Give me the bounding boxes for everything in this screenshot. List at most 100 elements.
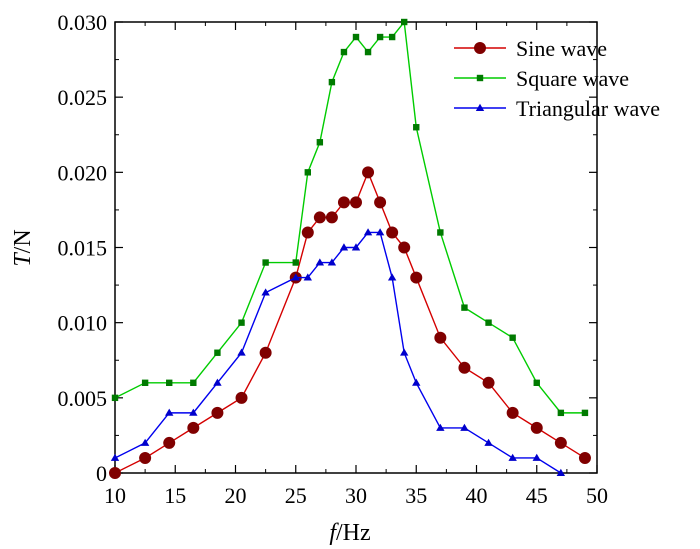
legend-label: Triangular wave	[516, 96, 660, 121]
x-tick-label: 30	[345, 483, 367, 508]
data-point	[140, 438, 150, 446]
data-point	[412, 378, 421, 386]
data-point	[508, 453, 517, 461]
y-axis-symbol: T	[10, 252, 36, 267]
legend: Sine wave Square wave Triangular wave	[454, 36, 660, 121]
x-tick-label: 25	[285, 483, 307, 508]
data-point	[458, 361, 471, 374]
data-point	[554, 436, 567, 449]
data-point	[211, 406, 224, 419]
data-point	[484, 438, 493, 446]
data-point	[327, 258, 337, 266]
data-point	[530, 421, 543, 434]
data-point	[413, 124, 420, 131]
series-line	[114, 231, 562, 474]
data-point	[461, 304, 468, 311]
data-point	[387, 273, 397, 281]
data-point	[238, 319, 245, 326]
data-point	[262, 259, 269, 266]
data-point	[109, 467, 121, 479]
data-point	[328, 78, 336, 86]
data-point	[460, 423, 469, 431]
series-line	[114, 170, 586, 474]
data-point	[375, 228, 385, 236]
x-tick-label: 50	[586, 483, 608, 508]
data-point	[139, 451, 152, 464]
data-point	[352, 33, 360, 41]
data-point	[436, 423, 445, 431]
x-tick-label: 35	[405, 483, 427, 508]
data-point	[362, 166, 375, 179]
x-tick-label: 20	[225, 483, 247, 508]
x-tick-label: 10	[104, 483, 126, 508]
data-point	[315, 258, 325, 266]
data-point	[313, 211, 326, 224]
data-point	[187, 421, 200, 434]
data-point	[386, 226, 399, 239]
data-point	[532, 453, 541, 461]
legend-item: Sine wave	[454, 36, 607, 61]
data-point	[304, 169, 311, 176]
data-point	[506, 406, 519, 419]
data-point	[292, 259, 299, 266]
x-axis-symbol: f	[329, 520, 339, 546]
data-point	[388, 33, 396, 41]
x-axis-title: f/Hz	[329, 520, 370, 546]
x-tick-label: 15	[164, 483, 186, 508]
y-axis-title: T/N	[10, 229, 36, 266]
data-point	[364, 48, 372, 56]
data-point	[376, 33, 384, 41]
x-tick-label: 40	[466, 483, 488, 508]
data-point	[325, 211, 338, 224]
data-point	[235, 391, 248, 404]
legend-marker	[474, 42, 486, 54]
data-point	[400, 348, 409, 356]
data-point	[213, 378, 222, 386]
data-point	[434, 331, 447, 344]
x-tick-label: 45	[526, 483, 548, 508]
y-tick-label: 0.015	[58, 236, 108, 261]
data-point	[301, 226, 314, 239]
data-point	[581, 409, 589, 417]
y-tick-label: 0.020	[58, 160, 108, 185]
data-point	[110, 453, 120, 461]
legend-marker	[476, 74, 484, 82]
data-point	[557, 409, 565, 417]
x-axis-ticks: 10 15 20 25 30 35 40 45 50	[104, 22, 608, 508]
data-point	[316, 139, 324, 146]
data-point	[363, 228, 373, 236]
data-point	[350, 196, 362, 209]
data-point	[259, 346, 272, 359]
data-point	[401, 18, 408, 26]
x-axis-unit: /Hz	[336, 520, 371, 546]
legend-item: Square wave	[454, 66, 629, 91]
legend-label: Sine wave	[516, 36, 607, 61]
data-point	[533, 379, 540, 386]
data-point	[166, 379, 173, 386]
data-point	[556, 468, 566, 476]
data-point	[163, 436, 176, 449]
data-point	[398, 241, 411, 254]
legend-label: Square wave	[516, 66, 629, 91]
legend-item: Triangular wave	[454, 96, 660, 121]
legend-marker	[475, 103, 485, 111]
data-point	[111, 394, 119, 402]
data-point	[437, 229, 444, 236]
data-point	[190, 379, 197, 386]
data-point	[303, 273, 312, 281]
data-point	[482, 376, 495, 389]
y-tick-label: 0	[96, 461, 107, 486]
series-layer	[109, 18, 591, 479]
data-point	[339, 243, 349, 251]
data-point	[578, 451, 591, 464]
series-line	[114, 20, 585, 414]
data-point	[509, 334, 516, 341]
data-point	[165, 408, 174, 416]
y-tick-label: 0.025	[58, 85, 108, 110]
series-triangular-wave	[110, 228, 566, 476]
data-point	[291, 273, 300, 281]
data-point	[141, 379, 149, 386]
data-point	[337, 196, 350, 209]
y-tick-label: 0.005	[58, 386, 108, 411]
